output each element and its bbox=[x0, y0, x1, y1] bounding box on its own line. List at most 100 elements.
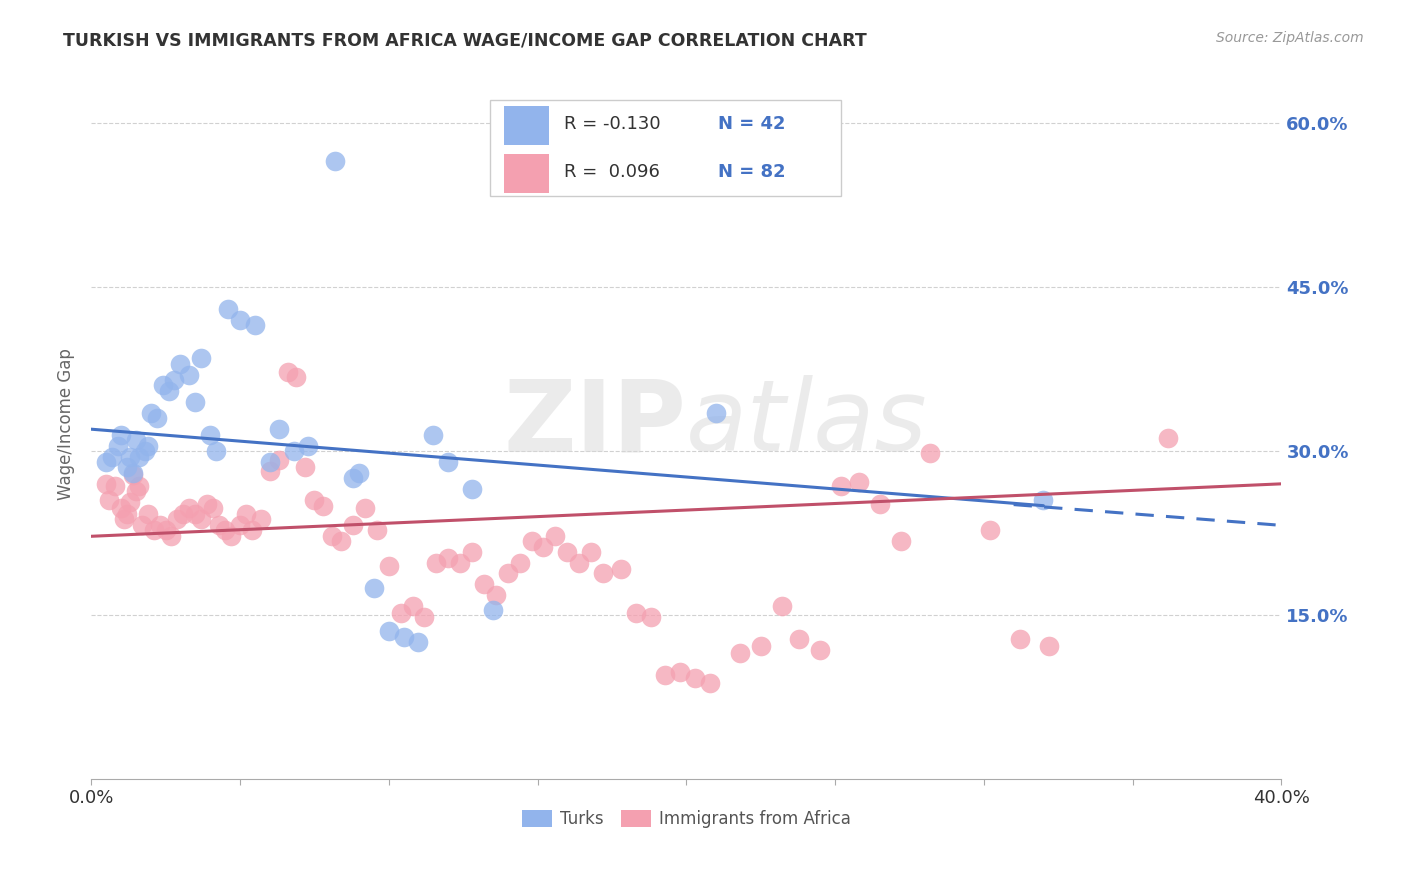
Point bbox=[1008, 632, 1031, 646]
Point bbox=[770, 599, 793, 614]
Point bbox=[728, 646, 751, 660]
Point bbox=[125, 484, 148, 499]
Point bbox=[243, 318, 266, 333]
Point bbox=[312, 499, 335, 513]
Text: R = -0.130: R = -0.130 bbox=[564, 115, 661, 133]
Point bbox=[184, 395, 207, 409]
Point bbox=[208, 518, 231, 533]
Point bbox=[461, 483, 484, 497]
Point bbox=[149, 518, 172, 533]
Point bbox=[142, 523, 165, 537]
Point bbox=[121, 468, 143, 483]
Point bbox=[704, 406, 727, 420]
Point bbox=[136, 439, 159, 453]
Point bbox=[610, 562, 633, 576]
Point bbox=[920, 446, 942, 460]
Text: Source: ZipAtlas.com: Source: ZipAtlas.com bbox=[1216, 31, 1364, 45]
Point bbox=[624, 606, 647, 620]
Point bbox=[198, 427, 221, 442]
FancyBboxPatch shape bbox=[505, 106, 550, 145]
Point bbox=[392, 630, 415, 644]
Point bbox=[163, 373, 186, 387]
Point bbox=[98, 493, 121, 508]
Point bbox=[107, 439, 129, 453]
Point bbox=[219, 529, 242, 543]
Point bbox=[157, 384, 180, 398]
FancyBboxPatch shape bbox=[505, 154, 550, 193]
Point bbox=[267, 422, 290, 436]
Text: TURKISH VS IMMIGRANTS FROM AFRICA WAGE/INCOME GAP CORRELATION CHART: TURKISH VS IMMIGRANTS FROM AFRICA WAGE/I… bbox=[63, 31, 868, 49]
Point bbox=[830, 479, 852, 493]
Point bbox=[979, 523, 1001, 537]
Point bbox=[179, 500, 201, 515]
Point bbox=[166, 512, 188, 526]
Point bbox=[139, 406, 162, 420]
Point bbox=[277, 365, 299, 379]
Text: R =  0.096: R = 0.096 bbox=[564, 162, 659, 181]
Point bbox=[323, 154, 346, 169]
Point bbox=[347, 466, 370, 480]
FancyBboxPatch shape bbox=[489, 101, 841, 196]
Text: N = 42: N = 42 bbox=[718, 115, 786, 133]
Point bbox=[160, 529, 183, 543]
Point bbox=[449, 556, 471, 570]
Point bbox=[121, 466, 143, 480]
Point bbox=[401, 599, 423, 614]
Point bbox=[240, 523, 263, 537]
Point bbox=[229, 313, 252, 327]
Point bbox=[472, 577, 495, 591]
Point bbox=[321, 529, 343, 543]
Point bbox=[169, 357, 191, 371]
Point bbox=[285, 369, 308, 384]
Point bbox=[869, 496, 891, 510]
Point bbox=[408, 635, 430, 649]
Y-axis label: Wage/Income Gap: Wage/Income Gap bbox=[58, 348, 75, 500]
Point bbox=[342, 471, 364, 485]
Point bbox=[118, 450, 141, 464]
Point bbox=[699, 675, 721, 690]
Point bbox=[283, 444, 305, 458]
Point bbox=[259, 464, 281, 478]
Point bbox=[101, 450, 124, 464]
Point bbox=[461, 544, 484, 558]
Point bbox=[520, 533, 543, 548]
Point bbox=[437, 455, 460, 469]
Legend: Turks, Immigrants from Africa: Turks, Immigrants from Africa bbox=[515, 803, 858, 835]
Point bbox=[217, 301, 239, 316]
Point bbox=[890, 533, 912, 548]
Point bbox=[128, 479, 150, 493]
Point bbox=[112, 512, 135, 526]
Point bbox=[579, 544, 602, 558]
Point bbox=[683, 672, 706, 686]
Point bbox=[425, 556, 447, 570]
Point bbox=[485, 588, 508, 602]
Point bbox=[104, 479, 127, 493]
Point bbox=[544, 529, 567, 543]
Point bbox=[152, 378, 174, 392]
Point bbox=[136, 508, 159, 522]
Point bbox=[110, 500, 132, 515]
Point bbox=[195, 496, 218, 510]
Point bbox=[808, 643, 831, 657]
Point bbox=[304, 493, 326, 508]
Point bbox=[482, 602, 505, 616]
Text: N = 82: N = 82 bbox=[718, 162, 786, 181]
Point bbox=[1038, 639, 1060, 653]
Point bbox=[555, 544, 578, 558]
Point bbox=[592, 566, 614, 581]
Point bbox=[749, 639, 772, 653]
Point bbox=[377, 558, 399, 573]
Point bbox=[94, 455, 117, 469]
Point bbox=[155, 523, 177, 537]
Point bbox=[330, 533, 353, 548]
Point bbox=[110, 427, 132, 442]
Point bbox=[363, 581, 385, 595]
Point bbox=[118, 495, 141, 509]
Point bbox=[848, 475, 870, 489]
Point bbox=[422, 427, 444, 442]
Point bbox=[342, 518, 364, 533]
Text: ZIP: ZIP bbox=[503, 376, 686, 472]
Point bbox=[568, 556, 591, 570]
Point bbox=[179, 368, 201, 382]
Point bbox=[115, 508, 138, 522]
